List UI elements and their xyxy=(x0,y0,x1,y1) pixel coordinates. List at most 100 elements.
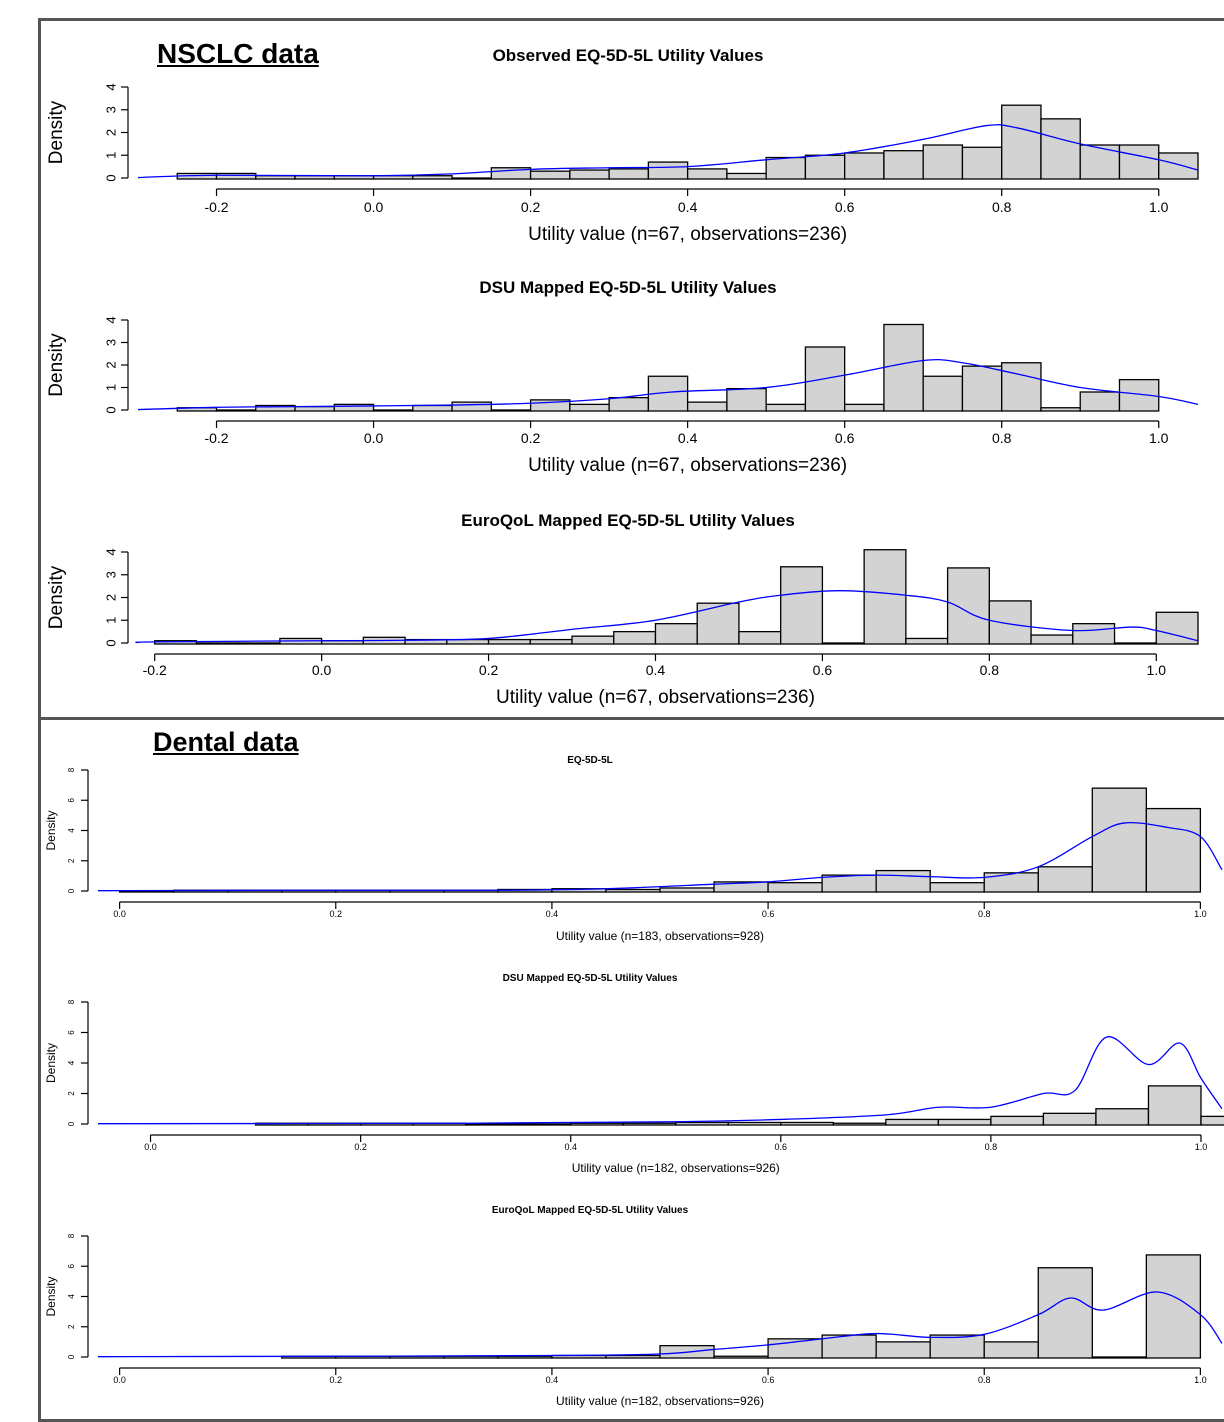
x-tick-label: 0.0 xyxy=(144,1142,157,1152)
histogram-bar xyxy=(765,156,807,180)
x-tick-label: 0.4 xyxy=(546,1375,559,1385)
y-tick-label: 3 xyxy=(103,106,118,113)
histogram-bar xyxy=(727,1121,782,1126)
histogram-bar xyxy=(451,401,492,412)
chart-title: DSU Mapped EQ-5D-5L Utility Values xyxy=(479,278,776,297)
y-tick-label: 4 xyxy=(103,548,118,555)
histogram-bar xyxy=(988,600,1032,645)
histogram-bar xyxy=(883,323,924,412)
histogram-bar xyxy=(237,642,281,645)
y-tick-label: 1 xyxy=(103,384,118,391)
x-axis-label: Utility value (n=182, observations=926) xyxy=(572,1161,780,1175)
histogram-bar xyxy=(922,375,964,412)
section-title-dental: Dental data xyxy=(153,727,299,757)
y-tick-label: 4 xyxy=(67,1060,76,1065)
histogram-bar xyxy=(686,401,728,412)
histogram-bar xyxy=(215,409,257,412)
histogram-bar xyxy=(195,642,239,645)
x-tick-label: 1.0 xyxy=(1149,199,1169,215)
x-tick-label: -0.2 xyxy=(143,662,167,678)
x-tick-label: 0.8 xyxy=(978,909,991,919)
histogram-bar xyxy=(605,888,661,893)
x-tick-label: 0.4 xyxy=(646,662,666,678)
histogram-bar xyxy=(821,642,865,645)
histogram-bar xyxy=(780,566,824,645)
density-curve xyxy=(97,1291,1223,1358)
histogram-bar xyxy=(659,887,715,893)
y-tick-label: 6 xyxy=(67,797,76,802)
x-tick-label: 0.0 xyxy=(364,430,384,446)
histogram-bar xyxy=(333,403,375,412)
x-axis-label: Utility value (n=67, observations=236) xyxy=(496,687,815,708)
x-tick-label: 1.0 xyxy=(1195,1142,1208,1152)
histogram-bar xyxy=(875,1341,931,1359)
histogram-bar xyxy=(738,630,782,645)
histogram-bar xyxy=(294,405,335,412)
x-tick-label: 0.4 xyxy=(678,199,698,215)
histogram-bar xyxy=(465,1123,519,1126)
y-tick-label: 0 xyxy=(67,1354,76,1359)
x-tick-label: 0.2 xyxy=(330,909,343,919)
x-tick-label: 1.0 xyxy=(1194,1375,1207,1385)
y-tick-label: 1 xyxy=(103,152,118,159)
x-tick-label: 0.2 xyxy=(479,662,499,678)
x-tick-label: 0.4 xyxy=(564,1142,577,1152)
x-tick-label: 0.6 xyxy=(775,1142,788,1152)
histogram-bar xyxy=(675,1121,729,1126)
y-tick-label: 4 xyxy=(67,1294,76,1299)
histogram-bar xyxy=(726,172,767,180)
histogram-bar xyxy=(372,409,414,412)
histogram-bar xyxy=(1079,391,1121,412)
histogram-bar xyxy=(647,161,689,180)
histogram-bar xyxy=(1158,152,1199,180)
histogram-bar xyxy=(1042,1112,1097,1126)
histogram-bar xyxy=(215,172,257,180)
y-axis-label: Density xyxy=(44,810,58,850)
histogram-bar xyxy=(990,1115,1045,1126)
histogram-bar xyxy=(654,623,698,645)
histogram-bar xyxy=(1037,1267,1093,1359)
histogram-bar xyxy=(570,1122,624,1126)
histogram-bar xyxy=(1091,787,1147,893)
histogram-bar xyxy=(686,168,728,180)
histogram-bar xyxy=(412,404,453,412)
histogram-bar xyxy=(571,635,615,645)
chart-3: EuroQoL Mapped EQ-5D-5L Utility Values 0 1… xyxy=(46,511,1199,708)
x-tick-label: 0.0 xyxy=(113,1375,126,1385)
y-axis-label: Density xyxy=(44,1276,58,1316)
density-curve xyxy=(137,124,1199,179)
y-tick-label: 2 xyxy=(67,1091,76,1096)
y-tick-label: 8 xyxy=(67,767,76,772)
histogram-bar xyxy=(767,882,823,893)
y-tick-label: 2 xyxy=(103,129,118,136)
histogram-bar xyxy=(605,1354,661,1359)
x-tick-label: 0.6 xyxy=(762,909,775,919)
x-tick-label: 0.6 xyxy=(835,199,855,215)
y-tick-label: 8 xyxy=(67,1233,76,1238)
histogram-bar xyxy=(832,1122,887,1126)
x-tick-label: 0.8 xyxy=(978,1375,991,1385)
histogram-bar xyxy=(885,1118,940,1126)
histogram-bar xyxy=(608,168,650,180)
y-tick-label: 3 xyxy=(103,339,118,346)
chart-1: Observed EQ-5D-5L Utility Values 0 1 2 3 4 Den… xyxy=(46,46,1199,245)
histogram-bar xyxy=(961,146,1003,180)
histogram-bar xyxy=(490,409,532,412)
histogram-bar xyxy=(517,1123,572,1126)
y-tick-label: 0 xyxy=(103,639,118,646)
histogram-bar xyxy=(929,882,985,893)
histogram-bar xyxy=(1040,407,1081,412)
histogram-bar xyxy=(922,144,964,180)
histogram-bar xyxy=(1001,104,1042,180)
y-axis-label: Density xyxy=(44,1043,58,1083)
x-tick-label: 0.2 xyxy=(354,1142,367,1152)
x-tick-label: 0.4 xyxy=(678,430,698,446)
chart-title: EuroQoL Mapped EQ-5D-5L Utility Values xyxy=(461,511,795,530)
x-axis-label: Utility value (n=183, observations=928) xyxy=(556,929,764,943)
histogram-bar xyxy=(1145,807,1202,893)
y-axis-label: Density xyxy=(46,333,67,397)
histogram-bar xyxy=(1030,634,1074,645)
histogram-bar xyxy=(726,387,767,412)
histogram-bar xyxy=(487,638,531,645)
